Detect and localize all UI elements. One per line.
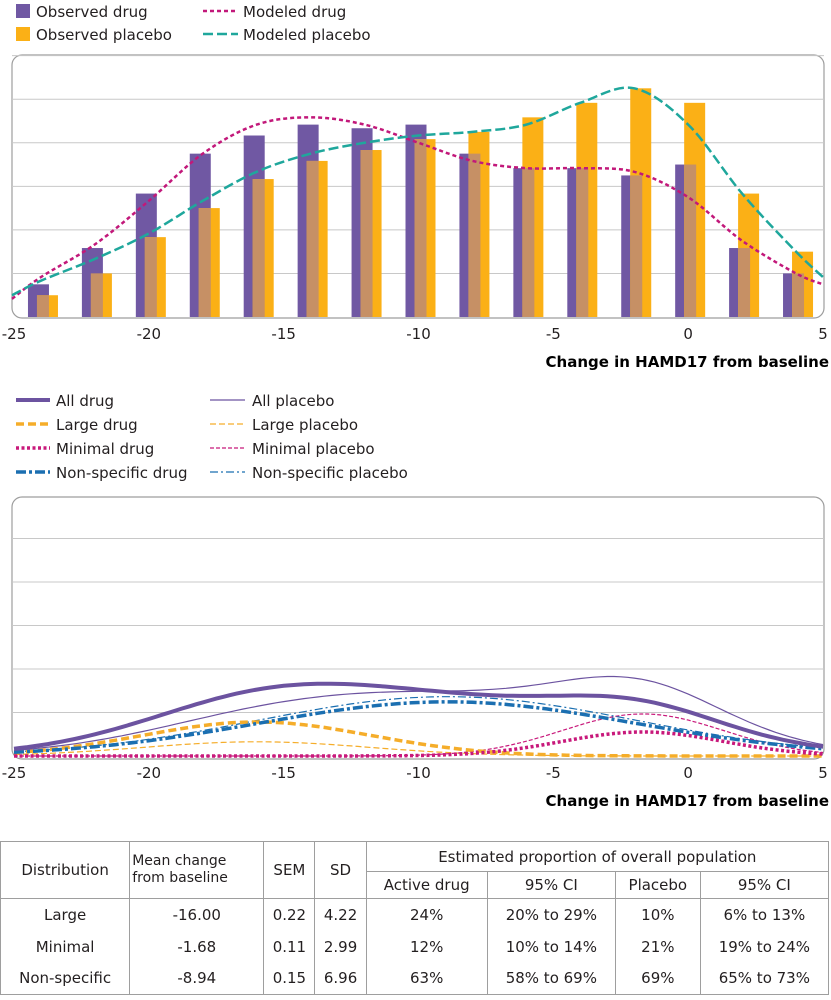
bar-overlap xyxy=(306,160,319,317)
bar-overlap xyxy=(198,208,211,317)
header-placebo-ci: 95% CI xyxy=(699,871,830,899)
chart2-x-ticks: -25 -20 -15 -10 -5 0 5 xyxy=(2,764,828,782)
cell-placebo: 10% xyxy=(614,898,701,931)
legend-label-all-placebo: All placebo xyxy=(252,392,334,410)
cell-active-ci: 58% to 69% xyxy=(486,962,616,995)
cell-mean: -8.94 xyxy=(129,962,265,995)
header-active-drug: Active drug xyxy=(365,871,488,899)
x-tick-label: -20 xyxy=(137,764,162,782)
cell-distribution: Non-specific xyxy=(0,962,131,995)
header-distribution: Distribution xyxy=(0,841,131,899)
legend-label-observed-drug: Observed drug xyxy=(36,3,148,21)
cell-distribution: Large xyxy=(0,898,131,931)
cell-placebo: 69% xyxy=(614,962,701,995)
table-row: Minimal -1.68 0.11 2.99 12% 10% to 14% 2… xyxy=(0,930,830,963)
cell-sem: 0.22 xyxy=(263,898,316,931)
cell-mean: -16.00 xyxy=(129,898,265,931)
legend-label-modeled-drug: Modeled drug xyxy=(243,3,346,21)
cell-active-ci: 20% to 29% xyxy=(486,898,616,931)
x-tick-label: 0 xyxy=(683,764,693,782)
x-tick-label: 5 xyxy=(818,764,828,782)
x-tick-label: -10 xyxy=(406,325,431,343)
legend-label-large-placebo: Large placebo xyxy=(252,416,358,434)
cell-active: 63% xyxy=(365,962,488,995)
chart2-frame xyxy=(11,496,825,760)
legend-label-observed-placebo: Observed placebo xyxy=(36,26,172,44)
x-tick-label: -25 xyxy=(2,325,27,343)
legend-label-all-drug: All drug xyxy=(56,392,114,410)
header-sd: SD xyxy=(314,841,367,899)
x-tick-label: -10 xyxy=(406,764,431,782)
cell-sd: 4.22 xyxy=(314,898,367,931)
observed-vs-modeled-chart: Observed drug Observed placebo Modeled d… xyxy=(2,3,829,371)
x-tick-label: 0 xyxy=(683,325,693,343)
cell-sd: 6.96 xyxy=(314,962,367,995)
x-tick-label: -15 xyxy=(271,325,296,343)
cell-active-ci: 10% to 14% xyxy=(486,930,616,963)
bar-overlap xyxy=(684,164,697,317)
legend-label-large-drug: Large drug xyxy=(56,416,138,434)
chart1-legend: Observed drug Observed placebo Modeled d… xyxy=(16,3,371,44)
legend-label-nonspecific-drug: Non-specific drug xyxy=(56,464,187,482)
cell-placebo: 21% xyxy=(614,930,701,963)
bar-overlap xyxy=(630,175,643,317)
chart2-x-axis-title: Change in HAMD17 from baseline xyxy=(546,792,829,810)
cell-sd: 2.99 xyxy=(314,930,367,963)
bar-overlap xyxy=(252,179,265,317)
bar-overlap xyxy=(360,150,373,317)
cell-active: 24% xyxy=(365,898,488,931)
bar-overlap xyxy=(522,168,535,317)
chart2-density-lines xyxy=(13,675,824,758)
line-large-placebo xyxy=(13,741,823,757)
mixture-components-chart: All drug Large drug Minimal drug Non-spe… xyxy=(2,392,829,810)
header-active-ci: 95% CI xyxy=(486,871,616,899)
header-mean-change: Mean change from baseline xyxy=(129,841,265,899)
legend-label-minimal-placebo: Minimal placebo xyxy=(252,440,375,458)
legend-label-modeled-placebo: Modeled placebo xyxy=(243,26,371,44)
bar-overlap xyxy=(90,273,103,317)
header-mean-change-line2: from baseline xyxy=(132,870,228,886)
legend-swatch-observed-placebo xyxy=(16,27,30,41)
bar-overlap xyxy=(576,168,589,317)
legend-swatch-observed-drug xyxy=(16,4,30,18)
line-large-drug xyxy=(13,720,823,758)
chart2-gridlines xyxy=(12,538,824,713)
header-mean-change-line1: Mean change xyxy=(132,853,227,869)
header-placebo: Placebo xyxy=(614,871,701,899)
x-tick-label: -5 xyxy=(546,764,561,782)
header-sem: SEM xyxy=(263,841,316,899)
x-tick-label: -5 xyxy=(546,325,561,343)
cell-sem: 0.15 xyxy=(263,962,316,995)
legend-label-minimal-drug: Minimal drug xyxy=(56,440,154,458)
table-row: Non-specific -8.94 0.15 6.96 63% 58% to … xyxy=(0,962,830,995)
cell-mean: -1.68 xyxy=(129,930,265,963)
x-tick-label: -15 xyxy=(271,764,296,782)
chart1-x-axis-title: Change in HAMD17 from baseline xyxy=(546,353,829,371)
cell-sem: 0.11 xyxy=(263,930,316,963)
line-all-drug xyxy=(13,681,824,751)
mixture-summary-table: Distribution Mean change from baseline S… xyxy=(0,841,830,995)
x-tick-label: 5 xyxy=(818,325,828,343)
bar-overlap xyxy=(468,153,481,317)
cell-placebo-ci: 19% to 24% xyxy=(699,930,830,963)
cell-active: 12% xyxy=(365,930,488,963)
x-tick-label: -25 xyxy=(2,764,27,782)
line-nonspecific-drug xyxy=(13,700,824,754)
bar-overlap xyxy=(414,139,427,317)
bar-overlap xyxy=(792,273,805,317)
bar-overlap xyxy=(144,237,157,317)
chart2-legend: All drug Large drug Minimal drug Non-spe… xyxy=(16,392,408,482)
header-estimated-proportion: Estimated proportion of overall populati… xyxy=(365,841,830,872)
chart1-x-ticks: -25 -20 -15 -10 -5 0 5 xyxy=(2,325,828,343)
chart1-bars xyxy=(27,88,814,317)
table-row: Large -16.00 0.22 4.22 24% 20% to 29% 10… xyxy=(0,898,830,931)
bar-overlap xyxy=(738,248,751,317)
cell-placebo-ci: 65% to 73% xyxy=(699,962,830,995)
line-minimal-drug xyxy=(14,730,824,758)
cell-placebo-ci: 6% to 13% xyxy=(699,898,830,931)
bar-overlap xyxy=(36,295,49,317)
cell-distribution: Minimal xyxy=(0,930,131,963)
x-tick-label: -20 xyxy=(137,325,162,343)
legend-label-nonspecific-placebo: Non-specific placebo xyxy=(252,464,408,482)
